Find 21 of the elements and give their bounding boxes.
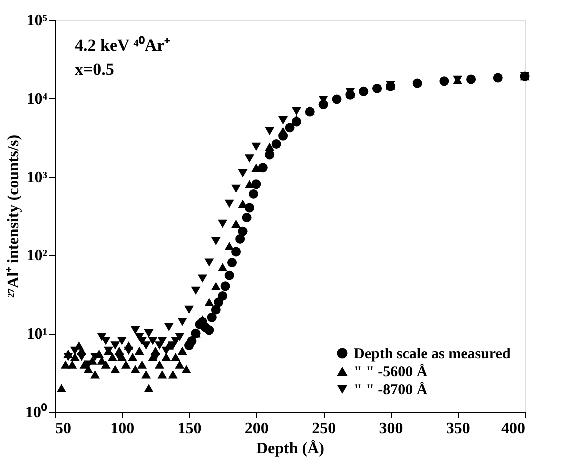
legend-label: " " -5600 Å	[354, 364, 428, 380]
y-tick-label: 10¹	[26, 326, 48, 344]
x-tick-label: 200	[244, 420, 269, 438]
x-tick-label: 100	[110, 420, 135, 438]
legend-label: " " -8700 Å	[354, 382, 428, 398]
legend-label: Depth scale as measured	[354, 346, 512, 362]
x-tick-label: 150	[178, 420, 202, 438]
y-tick-label: 10³	[26, 169, 48, 186]
x-tick-label: 400	[502, 420, 526, 438]
y-axis-title: ²⁷Al⁺ intensity (counts/s)	[6, 134, 22, 298]
y-tick-label: 10²	[26, 248, 48, 265]
x-tick-label: 350	[446, 420, 470, 438]
y-tick-label: 10⁵	[26, 12, 48, 30]
x-tick-label: 300	[379, 420, 404, 438]
y-tick-label: 10⁰	[26, 404, 48, 422]
x-tick-label: 250	[312, 420, 336, 438]
annotation: x=0.5	[75, 60, 114, 79]
y-tick-label: 10⁴	[26, 90, 48, 108]
annotation: 4.2 keV ⁴⁰Ar⁺	[75, 36, 171, 55]
x-tick-label: 50	[56, 420, 72, 438]
x-axis-title: Depth (Å)	[256, 440, 324, 458]
